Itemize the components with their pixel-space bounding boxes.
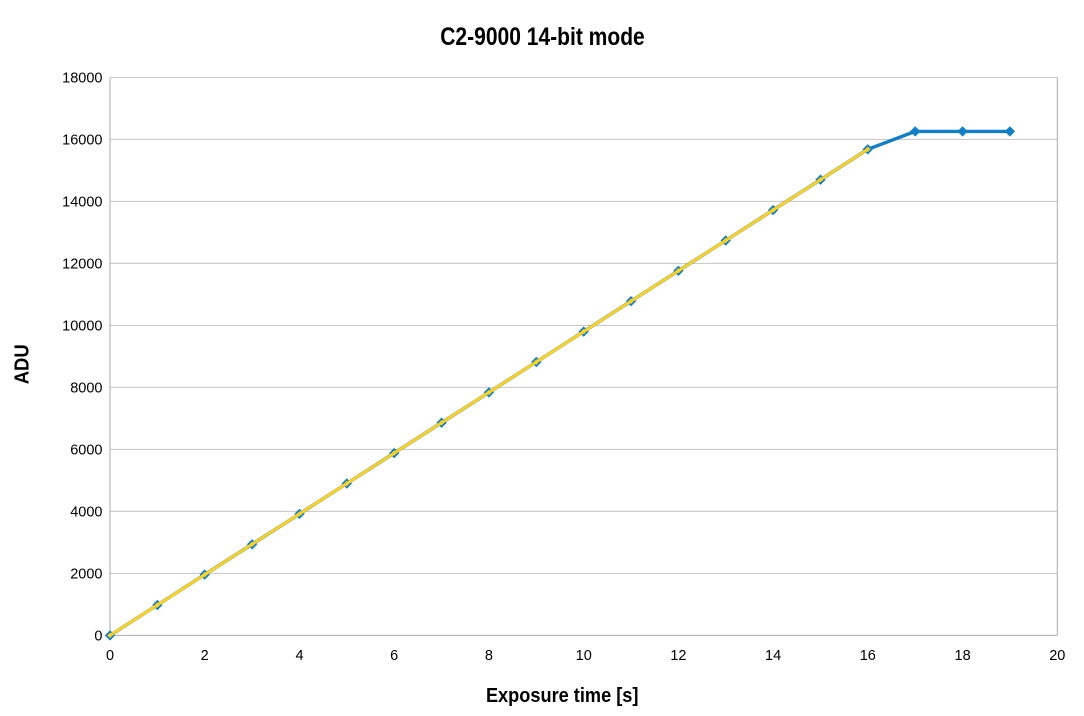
- svg-text:6: 6: [390, 648, 398, 664]
- svg-text:16: 16: [860, 648, 876, 664]
- svg-text:Exposure time [s]: Exposure time [s]: [486, 685, 639, 707]
- svg-text:4: 4: [295, 648, 303, 664]
- svg-text:14: 14: [765, 648, 781, 664]
- svg-text:12000: 12000: [62, 257, 102, 273]
- svg-text:0: 0: [94, 629, 102, 645]
- svg-text:18: 18: [955, 648, 971, 664]
- svg-text:2000: 2000: [70, 567, 102, 583]
- svg-text:14000: 14000: [62, 195, 102, 211]
- svg-text:2: 2: [201, 648, 209, 664]
- svg-text:8: 8: [485, 648, 493, 664]
- svg-text:16000: 16000: [62, 133, 102, 149]
- svg-text:C2-9000 14-bit mode: C2-9000 14-bit mode: [440, 23, 645, 51]
- svg-text:4000: 4000: [70, 505, 102, 521]
- svg-text:0: 0: [106, 648, 114, 664]
- svg-text:18000: 18000: [62, 71, 102, 87]
- svg-text:20: 20: [1049, 648, 1065, 664]
- svg-text:ADU: ADU: [11, 344, 33, 384]
- svg-text:6000: 6000: [70, 443, 102, 459]
- svg-text:10: 10: [576, 648, 592, 664]
- svg-text:8000: 8000: [70, 381, 102, 397]
- svg-text:12: 12: [670, 648, 686, 664]
- svg-text:10000: 10000: [62, 319, 102, 335]
